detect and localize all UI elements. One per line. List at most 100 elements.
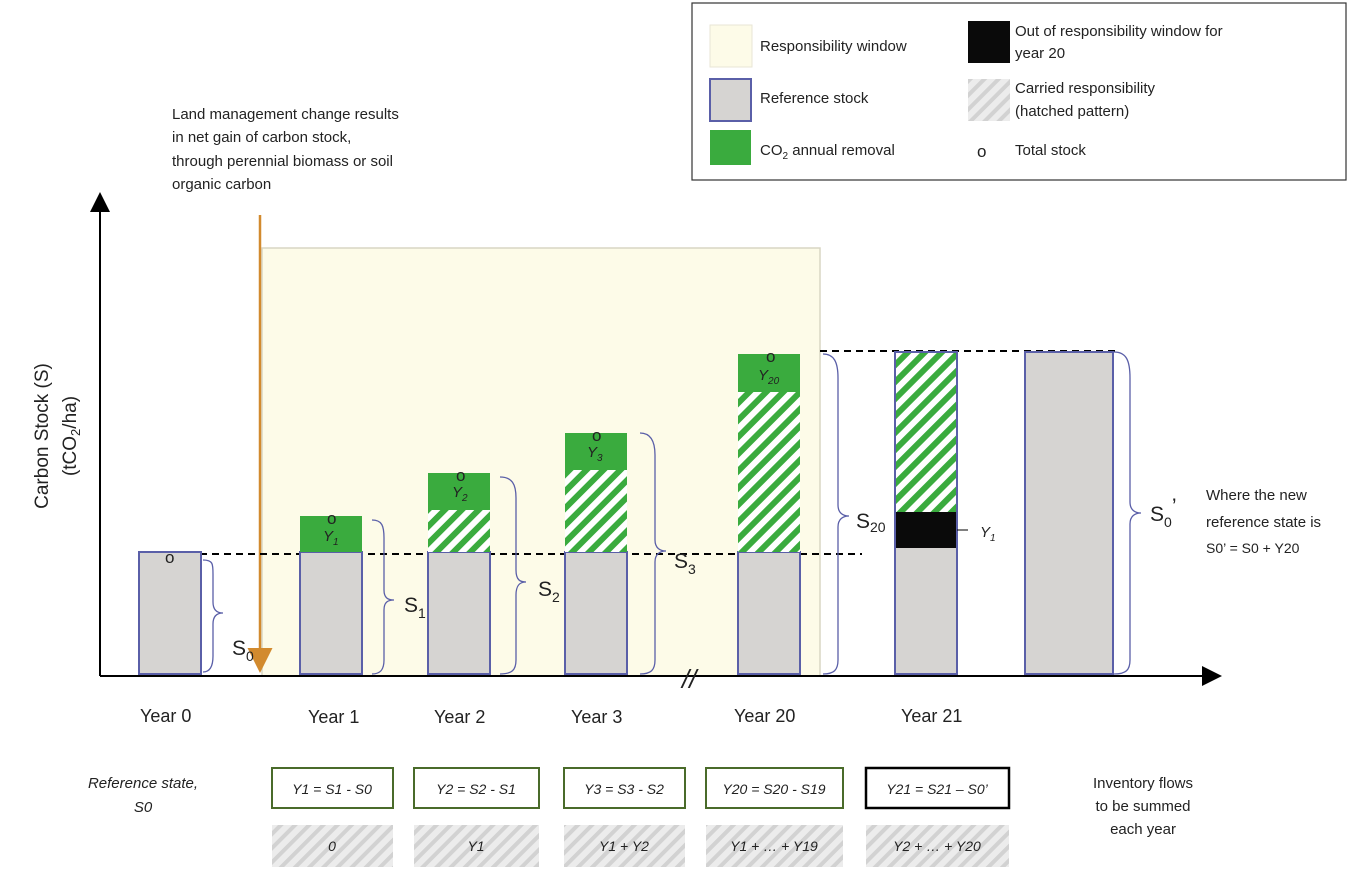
brace-s3 bbox=[639, 432, 667, 675]
reference-state-label: Reference state, bbox=[88, 775, 198, 792]
annual-removal-year2 bbox=[428, 473, 490, 510]
svg-text:each year: each year bbox=[1110, 821, 1176, 838]
sum-text-4: Y1 + … + Y19 bbox=[730, 838, 818, 854]
legend-swatch-reference bbox=[709, 78, 752, 122]
sum-text-5: Y2 + … + Y20 bbox=[893, 838, 981, 854]
carried-responsibility-year2 bbox=[428, 510, 490, 552]
annual-removal-year3 bbox=[565, 433, 627, 470]
reference-state-symbol: S0 bbox=[134, 799, 153, 816]
legend-label-carried-2: (hatched pattern) bbox=[1015, 103, 1129, 120]
legend-label-reference: Reference stock bbox=[760, 90, 869, 107]
equation-box-4 bbox=[705, 767, 844, 809]
legend-label-carried-1: Carried responsibility bbox=[1015, 80, 1156, 97]
carried-responsibility-year21 bbox=[895, 352, 957, 512]
svg-text:(tCO2/ha): (tCO2/ha) bbox=[60, 396, 83, 476]
annual-removal-year1 bbox=[300, 516, 362, 552]
inventory-note: Inventory flows to be summed each year bbox=[1093, 775, 1193, 838]
svg-text:reference state is: reference state is bbox=[1206, 514, 1321, 531]
brace-s1 bbox=[371, 519, 395, 675]
stock-label-s1: S1 bbox=[404, 594, 426, 621]
total-stock-marker-year0: o bbox=[165, 548, 174, 567]
svg-text:through perennial biomass or s: through perennial biomass or soil bbox=[172, 153, 393, 170]
out-of-window-block-year21 bbox=[895, 512, 957, 548]
new-reference-stock-bar bbox=[1024, 351, 1114, 675]
year-label-21: Year 21 bbox=[901, 706, 962, 726]
equation-boxes: Y1 = S1 - S0 Y2 = S2 - S1 Y3 = S3 - S2 Y… bbox=[271, 766, 1011, 810]
equation-box-1 bbox=[271, 767, 394, 809]
year21-bar-outline bbox=[894, 351, 958, 675]
legend-symbol-total: o bbox=[977, 142, 986, 161]
sum-text-3: Y1 + Y2 bbox=[599, 838, 649, 854]
reference-stock-bar-year1 bbox=[299, 551, 363, 675]
equation-text-3: Y3 = S3 - S2 bbox=[584, 781, 664, 797]
brace-s0-prime bbox=[1113, 351, 1142, 675]
total-stock-marker-year2: o bbox=[456, 466, 465, 485]
total-stock-marker-year3: o bbox=[592, 426, 601, 445]
stock-label-s0-prime: S0’ bbox=[1150, 495, 1176, 530]
removal-label-year3: Y3 bbox=[587, 444, 603, 464]
year-label-2: Year 2 bbox=[434, 707, 485, 727]
legend-swatch-window bbox=[709, 24, 753, 68]
equation-text-4: Y20 = S20 - S19 bbox=[722, 781, 825, 797]
removal-label-year2: Y2 bbox=[452, 484, 468, 504]
stock-label-s3: S3 bbox=[674, 550, 696, 577]
axis-break-mark: // bbox=[680, 664, 699, 694]
new-reference-note: Where the new reference state is S0’ = S… bbox=[1206, 487, 1321, 556]
legend-label-removal: CO2 annual removal bbox=[760, 142, 895, 162]
brace-s2 bbox=[499, 476, 527, 675]
equation-box-2 bbox=[413, 767, 540, 809]
stock-label-s0: S0 bbox=[232, 637, 254, 664]
svg-text:Carbon Stock (S): Carbon Stock (S) bbox=[32, 363, 53, 509]
legend-label-out-of-window-2: year 20 bbox=[1015, 45, 1065, 62]
legend-swatch-carried bbox=[968, 79, 1010, 121]
reference-stock-bar-year2 bbox=[427, 551, 491, 675]
legend-label-out-of-window-1: Out of responsibility window for bbox=[1015, 23, 1223, 40]
annual-removal-year20 bbox=[738, 354, 800, 392]
legend-swatch-removal bbox=[710, 130, 751, 165]
sum-text-2: Y1 bbox=[467, 838, 484, 854]
year-labels: Year 0 Year 1 Year 2 Year 3 Year 20 Year… bbox=[140, 706, 962, 727]
svg-text:S0’ = S0 + Y20: S0’ = S0 + Y20 bbox=[1206, 540, 1300, 556]
total-stock-marker-year20: o bbox=[766, 347, 775, 366]
reference-stock-bar-year20 bbox=[737, 551, 801, 675]
total-stock-marker-year1: o bbox=[327, 509, 336, 528]
brace-s0 bbox=[202, 559, 224, 673]
svg-text:Inventory flows: Inventory flows bbox=[1093, 775, 1193, 792]
legend-label-window: Responsibility window bbox=[760, 38, 907, 55]
sum-text-1: 0 bbox=[328, 838, 336, 854]
reference-stock-bar-year21 bbox=[895, 548, 957, 674]
equation-text-5: Y21 = S21 – S0’ bbox=[886, 781, 988, 797]
stock-label-s20: S20 bbox=[856, 510, 886, 535]
equation-text-1: Y1 = S1 - S0 bbox=[292, 781, 372, 797]
svg-text:in net gain of carbon stock,: in net gain of carbon stock, bbox=[172, 129, 351, 146]
brace-s20 bbox=[822, 353, 850, 675]
equation-box-3 bbox=[563, 767, 686, 809]
legend-label-total: Total stock bbox=[1015, 142, 1086, 159]
removal-label-year1: Y1 bbox=[323, 528, 339, 548]
equation-text-2: Y2 = S2 - S1 bbox=[436, 781, 516, 797]
stock-braces bbox=[202, 351, 1142, 675]
reference-stock-bar-year0 bbox=[138, 551, 202, 675]
land-management-annotation: Land management change results in net ga… bbox=[172, 106, 399, 193]
svg-text:Land management change results: Land management change results bbox=[172, 106, 399, 123]
svg-text:Where the new: Where the new bbox=[1206, 487, 1307, 504]
year-label-20: Year 20 bbox=[734, 706, 795, 726]
carried-responsibility-year3 bbox=[565, 470, 627, 552]
year-label-0: Year 0 bbox=[140, 706, 191, 726]
y-axis-label: Carbon Stock (S) (tCO2/ha) bbox=[32, 363, 83, 509]
equation-box-5 bbox=[864, 766, 1011, 810]
svg-text:organic carbon: organic carbon bbox=[172, 176, 271, 193]
year-label-3: Year 3 bbox=[571, 707, 622, 727]
legend-swatch-out-of-window bbox=[968, 21, 1010, 63]
legend: Responsibility window Out of responsibil… bbox=[691, 2, 1347, 181]
svg-text:to be summed: to be summed bbox=[1095, 798, 1190, 815]
stock-label-s2: S2 bbox=[538, 578, 560, 605]
legend-frame bbox=[691, 2, 1347, 181]
carried-responsibility-year20 bbox=[738, 392, 800, 552]
reference-stock-bar-year3 bbox=[564, 551, 628, 675]
removal-label-year20: Y20 bbox=[758, 367, 780, 387]
cumulative-sums: 0 Y1 Y1 + Y2 Y1 + … + Y19 Y2 + … + Y20 bbox=[272, 825, 1009, 867]
y1-out-of-window-label: Y1 bbox=[980, 524, 996, 544]
year-label-1: Year 1 bbox=[308, 707, 359, 727]
